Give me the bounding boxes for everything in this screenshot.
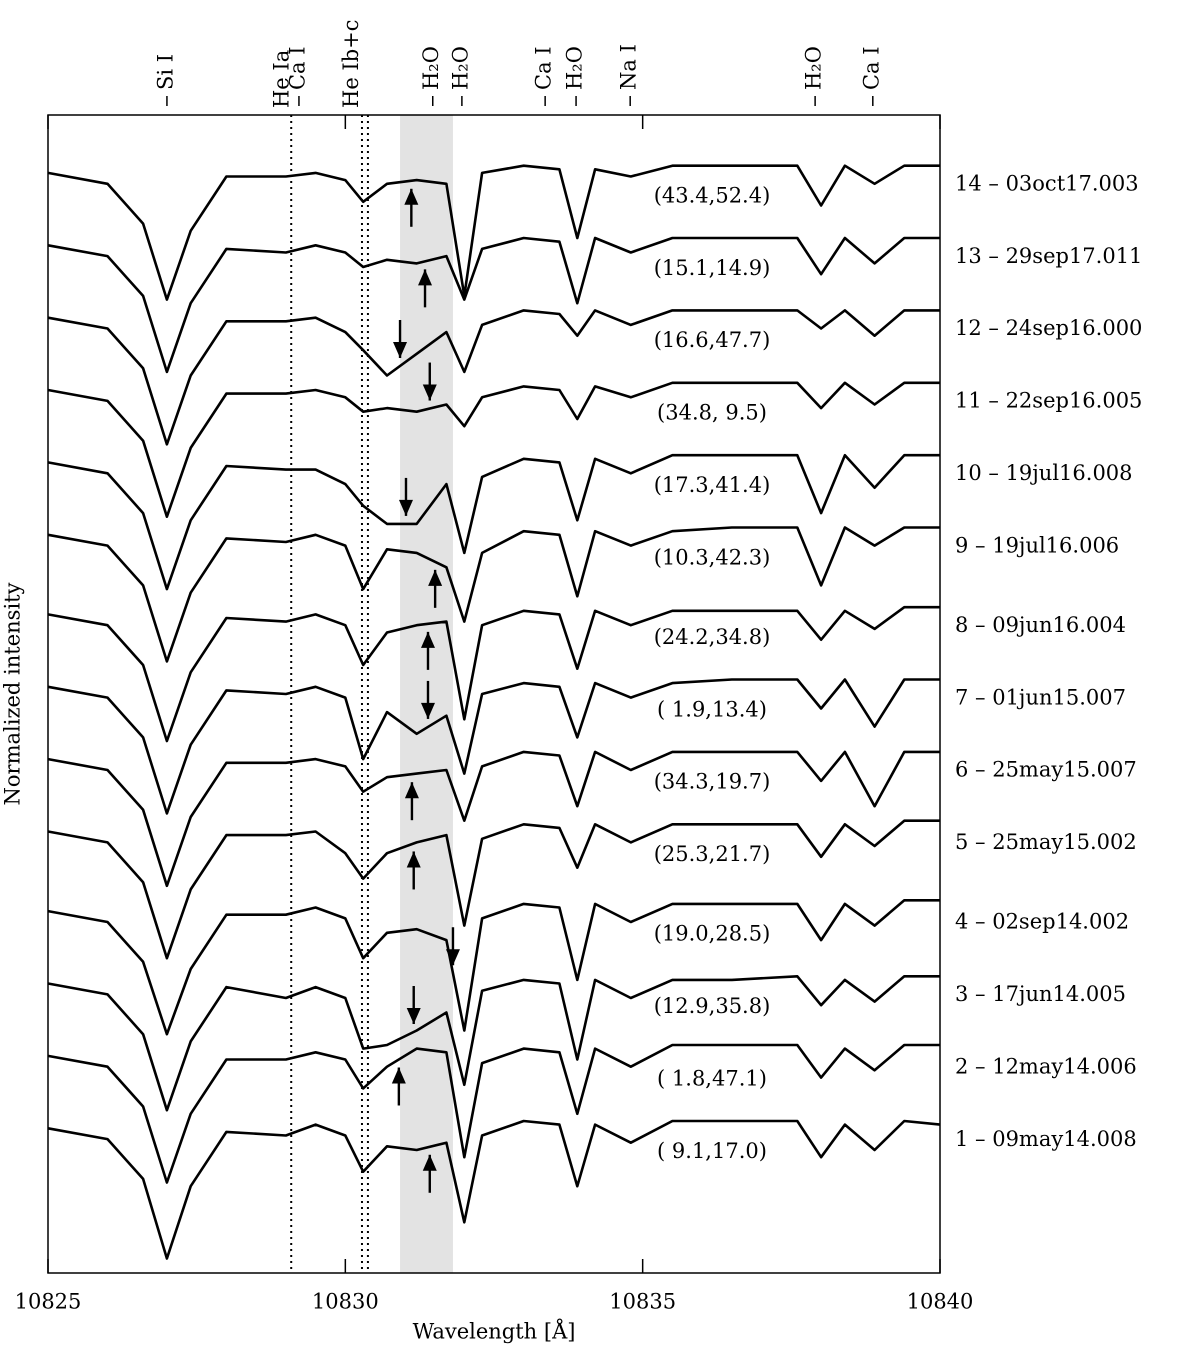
line-label: He Ia — [269, 50, 293, 108]
shaded-band — [400, 115, 453, 1273]
spectrum — [47, 1043, 940, 1184]
arrow-head — [404, 188, 419, 205]
line-label: Si I — [153, 54, 177, 90]
arrow-head — [391, 1067, 406, 1084]
coord-label: (19.0,28.5) — [654, 922, 771, 946]
line-label: H₂O — [448, 46, 472, 90]
spectrum — [47, 678, 940, 815]
coord-label: (24.2,34.8) — [654, 625, 771, 649]
spectrum — [47, 1119, 941, 1260]
x-axis-label: Wavelength [Å] — [413, 1319, 576, 1344]
coord-label: ( 1.9,13.4) — [657, 697, 767, 721]
series-label: 10 – 19jul16.008 — [955, 461, 1133, 485]
arrow-head — [406, 851, 421, 868]
line-label: He Ib+c — [339, 19, 363, 108]
line-label: H₂O — [802, 46, 826, 90]
arrow-head — [445, 949, 460, 966]
series-label: 11 – 22sep16.005 — [955, 389, 1142, 413]
spectrum — [47, 526, 940, 663]
coord-label: ( 9.1,17.0) — [657, 1139, 767, 1163]
coord-label: (12.9,35.8) — [654, 994, 771, 1018]
spectrum — [47, 164, 940, 301]
series-label: 7 – 01jun15.007 — [955, 685, 1126, 709]
arrow-head — [422, 384, 437, 401]
line-label: Ca I — [532, 46, 556, 90]
x-tick-label: 10825 — [15, 1290, 82, 1314]
coord-label: (34.3,19.7) — [654, 770, 771, 794]
arrow-head — [404, 782, 419, 799]
series-label: 5 – 25may15.002 — [955, 830, 1137, 854]
series-label: 6 – 25may15.007 — [955, 758, 1137, 782]
spectrum — [47, 453, 940, 591]
series-label: 12 – 24sep16.000 — [955, 316, 1142, 340]
series-label: 8 – 09jun16.004 — [955, 613, 1126, 637]
series-label: 4 – 02sep14.002 — [955, 910, 1129, 934]
line-label: H₂O — [419, 46, 443, 90]
line-label: Na I — [617, 44, 641, 90]
series-label: 2 – 12may14.006 — [955, 1054, 1137, 1078]
series-label: 14 – 03oct17.003 — [955, 171, 1139, 195]
spectrum — [47, 236, 940, 374]
coord-label: (17.3,41.4) — [654, 473, 771, 497]
coord-label: (43.4,52.4) — [654, 183, 771, 207]
spectrum — [47, 381, 940, 518]
line-label: H₂O — [563, 46, 587, 90]
arrow-head — [420, 702, 435, 719]
spectrum — [47, 309, 940, 446]
spectrum — [47, 899, 940, 1036]
coord-label: (34.8, 9.5) — [657, 401, 767, 425]
coord-label: (25.3,21.7) — [654, 842, 771, 866]
arrow-head — [398, 499, 413, 516]
coord-label: ( 1.8,47.1) — [657, 1066, 767, 1090]
coord-label: (10.3,42.3) — [654, 545, 771, 569]
y-axis-label: Normalized intensity — [1, 582, 25, 805]
arrow-head — [428, 569, 443, 586]
arrow-head — [422, 1154, 437, 1171]
series-label: 9 – 19jul16.006 — [955, 533, 1119, 557]
x-tick-label: 10840 — [907, 1290, 974, 1314]
coord-label: (16.6,47.7) — [654, 328, 771, 352]
spectrum — [47, 605, 940, 743]
arrow-head — [406, 1007, 421, 1024]
series-label: 3 – 17jun14.005 — [955, 982, 1126, 1006]
arrow-head — [418, 269, 433, 286]
x-tick-label: 10830 — [312, 1290, 379, 1314]
arrow-head — [393, 341, 408, 358]
series-label: 1 – 09may14.008 — [955, 1127, 1137, 1151]
arrow-head — [420, 631, 435, 648]
line-label: Ca I — [285, 46, 309, 90]
spectrum — [47, 819, 940, 960]
plot-frame — [47, 114, 941, 1274]
line-label: Ca I — [859, 46, 883, 90]
x-tick-label: 10835 — [609, 1290, 676, 1314]
spectrum — [47, 975, 940, 1112]
coord-label: (15.1,14.9) — [654, 256, 771, 280]
spectrum — [47, 750, 940, 888]
series-label: 13 – 29sep17.011 — [955, 244, 1142, 268]
